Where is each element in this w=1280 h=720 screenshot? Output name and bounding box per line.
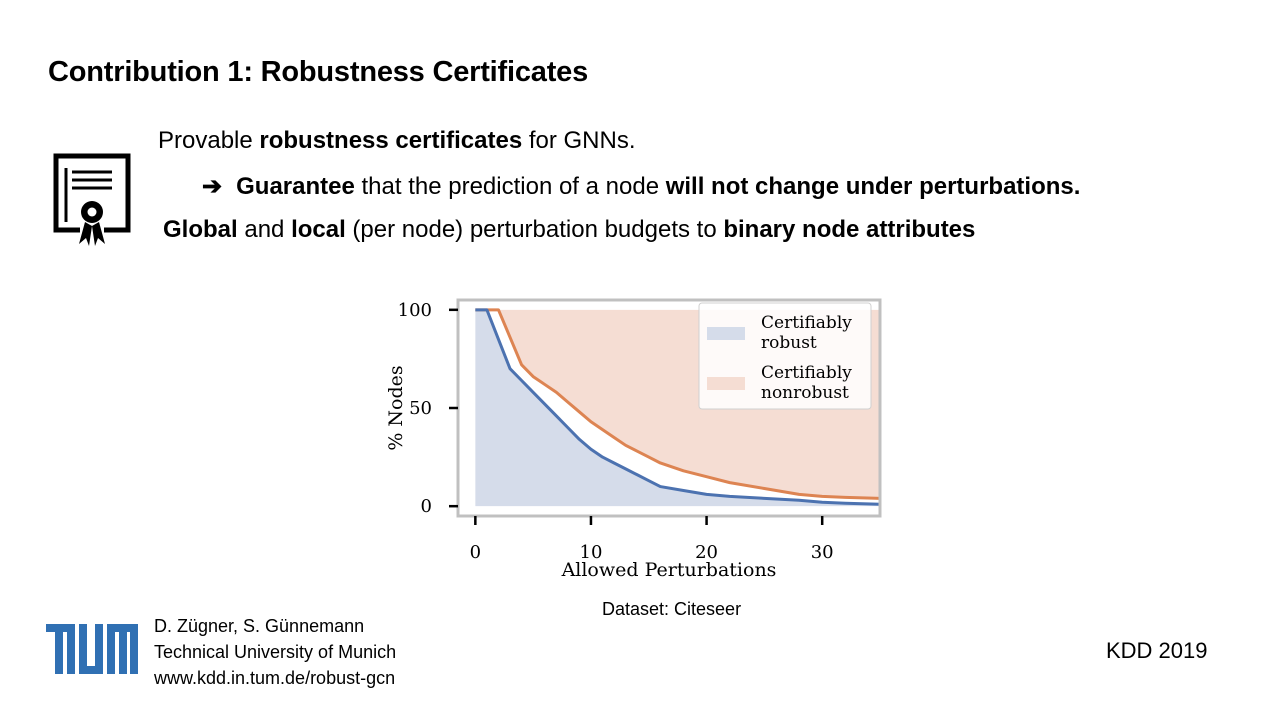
venue-label: KDD 2019 [1106, 638, 1208, 663]
legend-label-1-line1: Certifiably [761, 363, 852, 383]
slide-title: Contribution 1: Robustness Certificates [48, 56, 589, 88]
legend-label-1-line2: nonrobust [761, 383, 849, 403]
project-url[interactable]: www.kdd.in.tum.de/robust-gcn [154, 668, 396, 688]
y-tick-label-100: 100 [398, 300, 432, 321]
contribution-line-3: Global and local (per node) perturbation… [163, 216, 976, 243]
y-axis-label: % Nodes [385, 365, 407, 450]
contribution-line-2: ➔ Guarantee that the prediction of a node… [202, 173, 1081, 200]
x-axis-label: Allowed Perturbations [561, 559, 777, 581]
certificate-icon [53, 153, 131, 246]
affiliation: Technical University of Munich [154, 642, 397, 662]
dataset-label: Dataset: Citeseer [602, 599, 742, 619]
x-tick-label-30: 30 [811, 542, 834, 563]
arrow-right-icon: ➔ [202, 173, 223, 200]
x-tick-label-0: 0 [470, 542, 481, 563]
author-info: D. Zügner, S. Günnemann Technical Univer… [154, 613, 396, 691]
contribution-line-1: Provable robustness certificates for GNN… [158, 127, 636, 154]
tum-logo [46, 624, 138, 674]
authors: D. Zügner, S. Günnemann [154, 616, 365, 636]
legend-label-0-line1: Certifiably [761, 313, 852, 333]
legend-label-0-line2: robust [761, 333, 817, 353]
y-tick-label-50: 50 [409, 398, 432, 419]
robust-line [475, 308, 881, 506]
robustness-chart: 0 10 20 30 0 50 100 Allowed Perturbations % Node… [385, 298, 882, 581]
x-tick-label-10: 10 [580, 542, 603, 563]
y-tick-label-0: 0 [421, 496, 432, 517]
robust-area [475, 309, 880, 507]
nonrobust-line [475, 308, 881, 500]
legend-swatch-0 [707, 327, 745, 340]
legend-swatch-1 [707, 377, 745, 390]
x-tick-label-20: 20 [695, 542, 718, 563]
